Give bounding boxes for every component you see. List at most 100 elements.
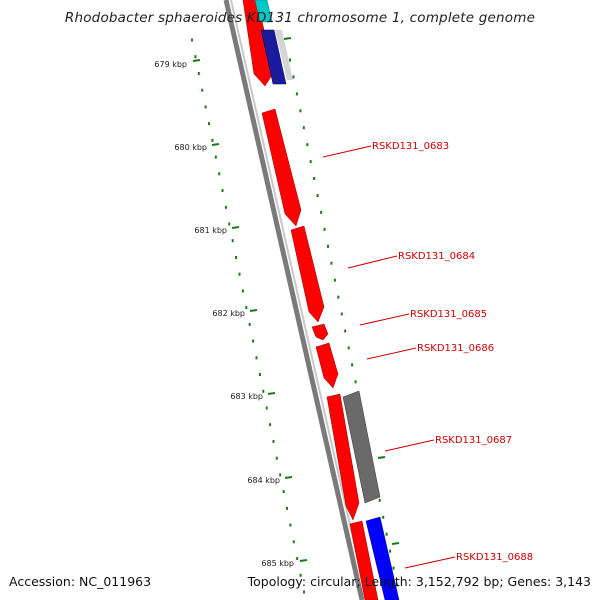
minor-tick-dot [208,122,210,126]
minor-tick-dot [299,573,302,577]
backbone-highlight [230,0,368,600]
minor-tick-dot [197,72,200,75]
minor-tick-dot [275,456,278,460]
gene-label-leader [359,313,410,326]
minor-tick-dot [323,227,326,231]
kbp-tick-label: 679 kbp [154,60,187,69]
kbp-tick-mark [267,392,276,395]
minor-tick-dot [279,473,282,477]
gene-feature-top-red[interactable] [242,0,275,87]
gene-label-leader [366,347,417,360]
gene-feature[interactable] [290,225,325,323]
gene-label-leader [322,145,372,158]
gene-label[interactable]: RSKD131_0684 [398,251,475,262]
minor-tick-dot [211,138,214,142]
accession-text: Accession: NC_011963 [9,574,152,589]
minor-tick-dot [299,109,302,113]
gene-label-leader [384,439,435,452]
gene-feature[interactable] [349,520,379,600]
minor-tick-dot [224,205,227,209]
minor-tick-dot [306,143,309,147]
minor-tick-dot [204,105,207,109]
minor-tick-dot [194,55,197,59]
minor-tick-dot [347,346,350,350]
gene-feature[interactable] [311,323,329,341]
kbp-tick-label: 682 kbp [212,309,245,318]
kbp-tick-mark [211,143,220,146]
minor-tick-dot [221,189,224,192]
minor-tick-dot [344,329,347,333]
minor-tick-dot [337,295,340,299]
kbp-tick-mark [192,59,201,62]
gene-feature-top-lightgray [275,30,293,80]
minor-tick-dot [303,590,305,594]
outer-tick-mark [377,456,386,459]
minor-tick-dot [330,261,333,265]
minor-tick-dot [218,172,221,176]
minor-tick-dot [272,440,275,443]
minor-tick-dot [292,540,295,544]
gene-feature-top-cyan[interactable] [254,0,273,23]
kbp-tick-label: 683 kbp [230,392,263,401]
topology-text: Topology: circular; Length: 3,152,792 bp… [247,574,591,589]
outer-major-ticks [283,37,400,545]
minor-tick-dot [316,194,319,197]
gene-label[interactable]: RSKD131_0685 [410,309,487,320]
minor-tick-dot [238,272,241,276]
minor-tick-dot [320,210,323,214]
minor-tick-dot [296,557,299,560]
minor-tick-dot [248,322,251,326]
gene-feature-gray[interactable] [342,390,381,504]
minor-tick-dot [333,278,336,282]
minor-tick-dot [235,256,238,259]
gene-label[interactable]: RSKD131_0686 [417,343,494,354]
minor-tick-dot [385,532,388,536]
minor-tick-dot [351,363,354,367]
outer-tick-mark [283,37,292,40]
minor-tick-dot [262,389,265,393]
minor-tick-dot [286,506,288,510]
minor-tick-dot [289,523,292,527]
gene-label-leader [404,556,456,569]
kbp-tick-mark [299,559,308,562]
kbp-tick-label: 680 kbp [174,143,207,152]
minor-tick-dot [191,38,193,42]
minor-tick-dot [255,356,258,360]
gene-label[interactable]: RSKD131_0687 [435,435,512,446]
minor-tick-dot [302,126,305,130]
minor-tick-dot [313,177,316,180]
gene-feature-top-navy[interactable] [260,29,287,85]
kbp-tick-mark [284,476,293,479]
gene-feature-blue[interactable] [365,516,400,600]
minor-tick-dot [295,92,298,96]
minor-tick-dot [265,406,268,410]
minor-tick-dot [241,289,244,293]
minor-tick-dot [252,339,255,343]
kbp-tick-mark [231,226,240,229]
gene-label-leader [347,255,398,269]
minor-tick-dot [231,239,234,243]
minor-tick-dot [389,549,392,553]
gene-feature[interactable] [261,108,302,227]
minor-tick-dot [289,58,291,62]
minor-tick-dot [340,312,343,316]
minor-tick-dot [327,244,329,248]
genome-title: Rhodobacter sphaeroides KD131 chromosome… [64,10,536,26]
minor-tick-dot [282,490,285,494]
kbp-tick-group: 679 kbp 680 kbp 681 kbp 682 kbp 683 kbp … [154,59,308,568]
minor-tick-dot [269,423,272,427]
gene-feature[interactable] [315,342,339,389]
gene-label[interactable]: RSKD131_0688 [456,552,533,563]
minor-tick-dot [258,373,261,376]
chromosome-backbone [223,0,365,600]
outer-tick-mark [391,542,400,545]
minor-tick-dot [396,583,398,587]
kbp-tick-label: 684 kbp [247,476,280,485]
gene-feature[interactable] [326,393,360,521]
minor-tick-dot [201,88,204,92]
minor-tick-dot [382,515,385,519]
minor-tick-dot [245,306,248,310]
gene-label[interactable]: RSKD131_0683 [372,141,449,152]
kbp-tick-mark [249,309,258,312]
